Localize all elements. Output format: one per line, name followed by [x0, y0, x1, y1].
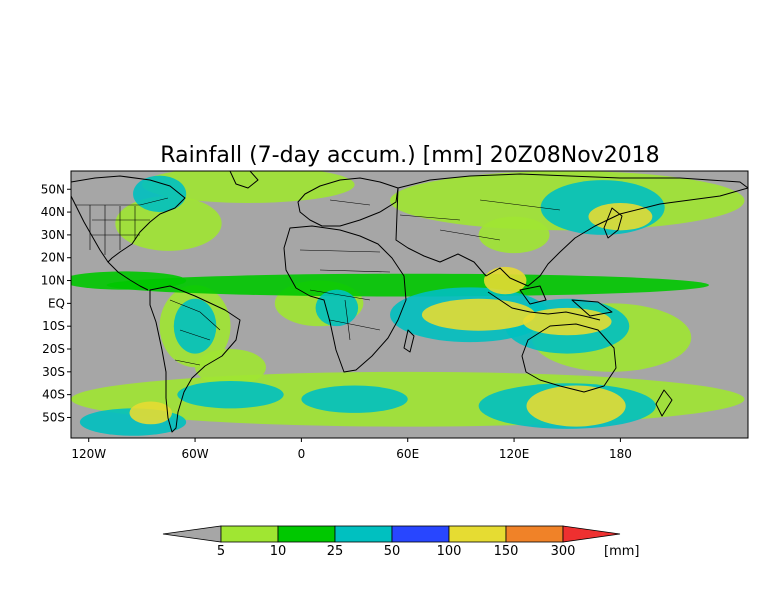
rain-region [421, 298, 536, 331]
rain-region [526, 385, 626, 427]
border-canada-usa [76, 197, 169, 206]
y-tick-label: 10N [41, 274, 65, 288]
colorbar-bin [505, 525, 564, 543]
rain-region [478, 216, 550, 254]
map-title: Rainfall (7-day accum.) [mm] 20Z08Nov201… [160, 143, 659, 168]
rain-region [522, 307, 612, 336]
coastline-asia [395, 173, 748, 287]
colorbar-threshold-label: 25 [327, 544, 344, 559]
coastline-greenland [229, 171, 259, 189]
coastline-europe [297, 177, 399, 227]
y-tick-label: 30N [41, 228, 65, 242]
country-borders-layer [76, 197, 561, 366]
colorbar-threshold-label: 100 [437, 544, 462, 559]
coastline-madagascar [403, 329, 415, 353]
rain-region [115, 196, 222, 251]
colorbar-bin [334, 525, 393, 543]
coastline-maritime-continent [487, 291, 601, 321]
y-tick-label: EQ [48, 296, 65, 310]
latitude-axis: 50N 40N 30N 20N 10N EQ 10S 20S 30S 40S 50S [41, 182, 71, 424]
colorbar-threshold-label: 10 [270, 544, 287, 559]
colorbar-threshold-label: 300 [551, 544, 576, 559]
y-tick-label: 50N [41, 182, 65, 196]
border-africa [299, 249, 391, 341]
rain-region [588, 202, 653, 231]
x-tick-label: 120E [499, 447, 530, 461]
rain-region [71, 271, 187, 290]
coastline-borneo [519, 285, 547, 305]
colorbar-bins [220, 525, 564, 543]
longitude-axis: 120W 60W 0 60E 120E 180 [71, 438, 632, 461]
coastline-australia [521, 323, 617, 393]
rain-region [129, 401, 173, 425]
border-europe-asia [329, 199, 561, 241]
y-tick-label: 20N [41, 251, 65, 265]
colorbar-bin [448, 525, 507, 543]
border-usa-states [89, 205, 150, 255]
rain-region [483, 266, 527, 295]
y-tick-label: 40S [42, 388, 65, 402]
colorbar-threshold-label: 50 [384, 544, 401, 559]
rain-region [141, 171, 355, 203]
y-tick-label: 50S [42, 410, 65, 424]
colorbar-unit-label: [mm] [604, 544, 639, 559]
y-tick-label: 20S [42, 342, 65, 356]
y-tick-label: 40N [41, 205, 65, 219]
coastline-layer [71, 171, 748, 433]
x-tick-label: 60E [396, 447, 419, 461]
rain-region [173, 298, 217, 354]
coastline-north-america [71, 175, 186, 263]
border-south-america [169, 299, 221, 366]
colorbar-labels: 5 10 25 50 100 150 300 [217, 544, 576, 559]
x-tick-label: 180 [609, 447, 632, 461]
colorbar-bin [391, 525, 450, 543]
coastline-south-america [149, 285, 241, 433]
rainfall-layer [71, 171, 745, 436]
y-tick-label: 10S [42, 319, 65, 333]
colorbar: 5 10 25 50 100 150 300 [mm] [162, 525, 639, 559]
colorbar-bin [277, 525, 336, 543]
rain-region [177, 380, 284, 409]
rain-region [106, 273, 710, 297]
coastline-new-guinea [571, 299, 613, 317]
rain-region [195, 349, 266, 386]
y-tick-label: 30S [42, 365, 65, 379]
colorbar-under-triangle [162, 525, 222, 543]
map-panel [71, 171, 748, 438]
coastline-central-america [107, 261, 149, 291]
colorbar-threshold-label: 150 [494, 544, 519, 559]
rain-region [133, 175, 187, 213]
colorbar-over-triangle [562, 525, 621, 543]
map-frame [70, 170, 749, 439]
coastline-japan [603, 207, 623, 239]
colorbar-bin [220, 525, 279, 543]
coastline-africa [283, 225, 407, 373]
x-tick-label: 0 [298, 447, 306, 461]
x-tick-label: 120W [71, 447, 106, 461]
x-tick-label: 60W [181, 447, 208, 461]
colorbar-threshold-label: 5 [217, 544, 225, 559]
rain-region [301, 385, 408, 413]
rain-region [315, 289, 359, 327]
coastline-new-zealand [655, 389, 673, 417]
